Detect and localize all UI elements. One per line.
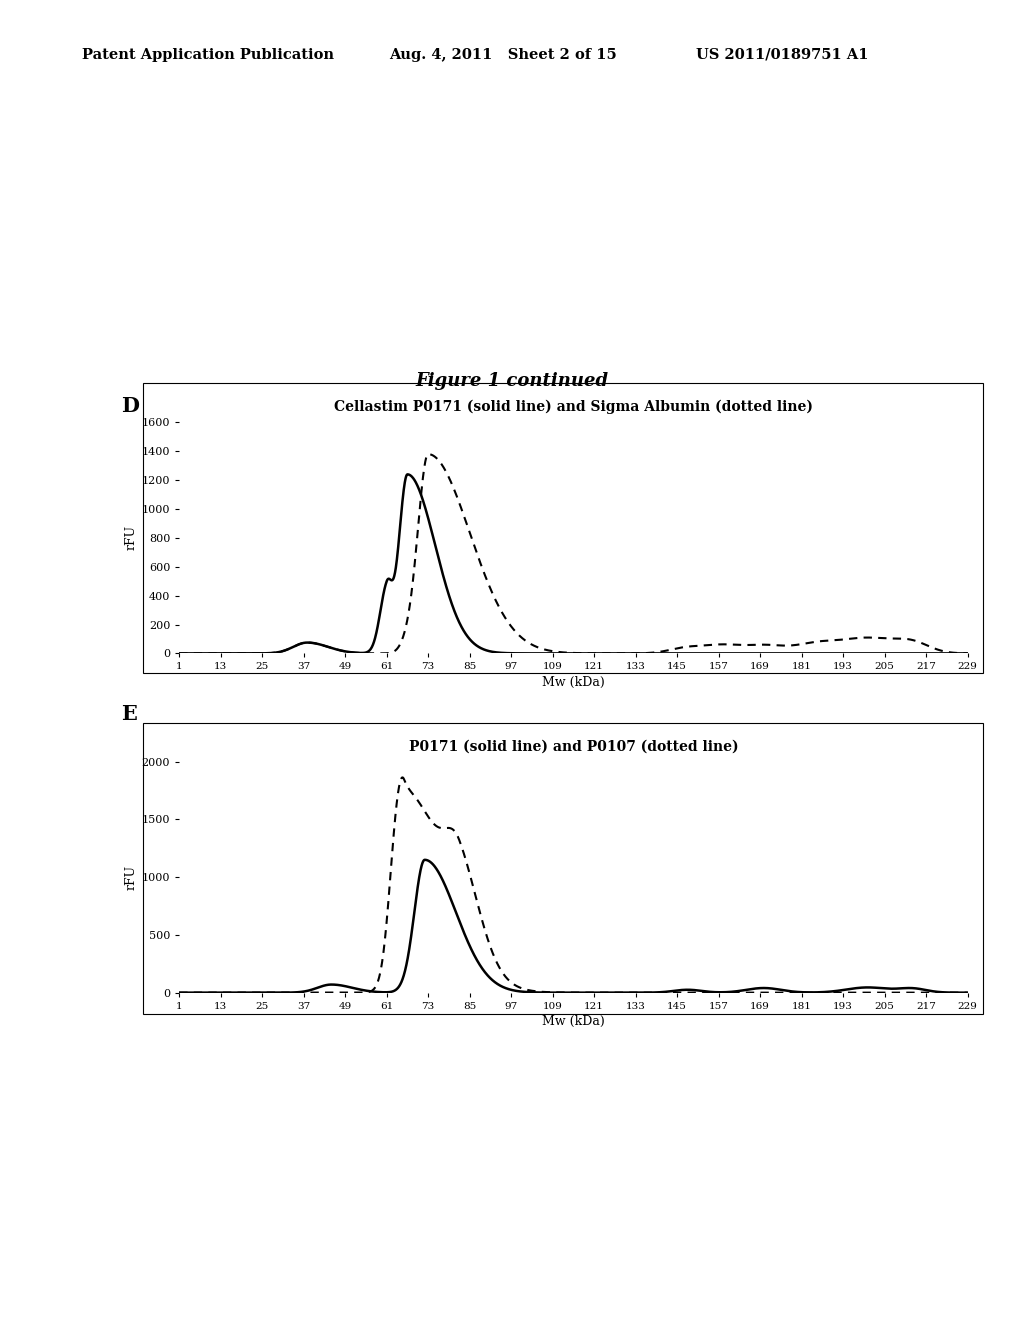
Text: D: D: [121, 396, 139, 416]
Text: Patent Application Publication: Patent Application Publication: [82, 48, 334, 62]
Y-axis label: rFU: rFU: [125, 525, 137, 550]
X-axis label: Mw (kDa): Mw (kDa): [542, 1015, 605, 1028]
Text: E: E: [121, 704, 137, 723]
Text: Figure 1 continued: Figure 1 continued: [416, 372, 608, 391]
Title: Cellastim P0171 (solid line) and Sigma Albumin (dotted line): Cellastim P0171 (solid line) and Sigma A…: [334, 400, 813, 414]
Text: Aug. 4, 2011   Sheet 2 of 15: Aug. 4, 2011 Sheet 2 of 15: [389, 48, 616, 62]
Title: P0171 (solid line) and P0107 (dotted line): P0171 (solid line) and P0107 (dotted lin…: [409, 739, 738, 754]
Y-axis label: rFU: rFU: [125, 865, 137, 890]
Text: US 2011/0189751 A1: US 2011/0189751 A1: [696, 48, 868, 62]
X-axis label: Mw (kDa): Mw (kDa): [542, 676, 605, 689]
